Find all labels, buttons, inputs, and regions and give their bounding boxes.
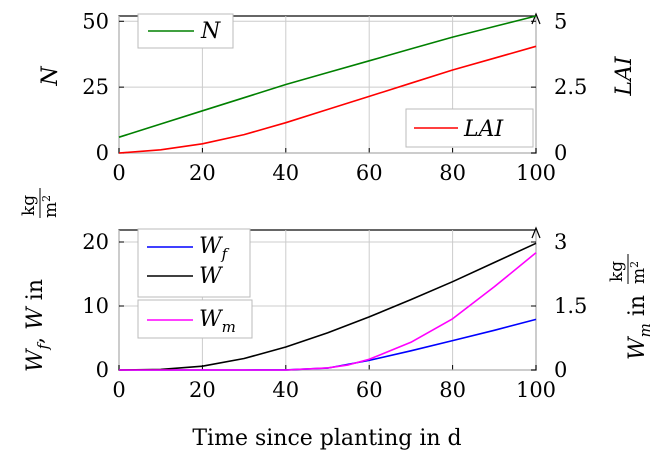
x-tick-label: 100 (516, 161, 556, 185)
y-tick-label-left: 0 (96, 141, 109, 165)
legend-label-wm: Wm (199, 307, 236, 336)
x-tick-label: 100 (516, 378, 556, 402)
y-tick-label-left: 25 (82, 75, 109, 99)
x-tick-label: 20 (189, 378, 216, 402)
legend-label-lai: LAI (463, 117, 504, 142)
right-axis-arrow (531, 226, 541, 239)
ylabel-right-unit-den: m2 (628, 261, 649, 284)
x-tick-label: 0 (112, 161, 125, 185)
top-right-ylabel: LAI (612, 55, 637, 96)
top-series-lines (118, 15, 537, 154)
y-tick-label-right: 2.5 (554, 75, 587, 99)
top-legend-upper: N (137, 13, 234, 49)
bottom-legend-upper: Wf W (137, 228, 251, 298)
bottom-series-lines (118, 242, 537, 371)
series-line-wm (119, 252, 537, 371)
y-tick-label-right: 0 (554, 358, 567, 382)
legend-label-wf: Wf (199, 234, 230, 263)
legend-box (137, 299, 253, 339)
y-tick-label-left: 10 (82, 294, 109, 318)
top-legend-lower: LAI (405, 108, 534, 148)
x-tick-label: 80 (439, 378, 466, 402)
ylabel-right-text: Wm in (625, 295, 654, 360)
y-tick-label-right: 5 (554, 9, 567, 33)
x-tick-label: 80 (439, 161, 466, 185)
legend-box (137, 228, 251, 298)
x-tick-label: 60 (356, 161, 383, 185)
top-left-ylabel: N (38, 66, 63, 87)
x-tick-label: 40 (272, 378, 299, 402)
y-tick-label-left: 0 (96, 358, 109, 382)
series-line-n (118, 15, 537, 138)
x-tick-label: 0 (112, 378, 125, 402)
series-line-w (118, 242, 537, 371)
y-tick-label-right: 1.5 (554, 294, 587, 318)
y-tick-label-left: 20 (82, 230, 109, 254)
bottom-right-ylabel: Wm in kg m2 (607, 254, 654, 360)
y-tick-label-right: 3 (554, 230, 567, 254)
series-line-lai (118, 45, 537, 154)
ylabel-right-unit-num: kg (607, 261, 627, 282)
bottom-left-ylabel: Wf, W in kg m2 (19, 188, 61, 372)
legend-label-w: W (199, 264, 224, 289)
ylabel-left-unit-den: m2 (40, 195, 61, 218)
bottom-legend-lower: Wm (137, 299, 253, 339)
right-axis-arrow (531, 12, 541, 25)
ylabel-left-unit-num: kg (19, 195, 39, 216)
x-tick-label: 20 (189, 161, 216, 185)
y-tick-label-right: 0 (554, 141, 567, 165)
y-tick-label-left: 50 (82, 9, 109, 33)
bottom-xlabel: Time since planting in d (192, 426, 461, 451)
x-tick-label: 40 (272, 161, 299, 185)
ylabel-left-text: Wf, W in (23, 279, 52, 372)
x-tick-label: 60 (356, 378, 383, 402)
legend-label-n: N (200, 19, 221, 44)
